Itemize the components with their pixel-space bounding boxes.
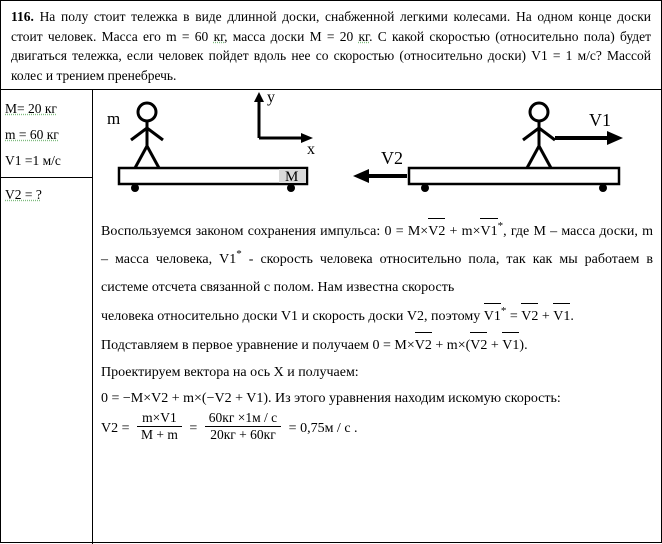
- solution-line-2: человека относительно доски V1 и скорост…: [101, 302, 653, 331]
- star: *: [236, 248, 242, 260]
- text: +: [487, 338, 502, 353]
- solution-line-1: Воспользуемся законом сохранения импульс…: [101, 217, 653, 302]
- person-head-icon: [138, 103, 156, 121]
- wheel-icon: [287, 184, 295, 192]
- solution-final: V2 = m×V1M + m = 60кг ×1м / с20кг + 60кг…: [101, 412, 653, 445]
- person-leg-icon: [147, 146, 159, 168]
- given-column: M= 20 кг m = 60 кг V1 =1 м/с V2 = ?: [1, 90, 93, 544]
- text: Подставляем в первое уравнение и получае…: [101, 338, 415, 353]
- vector-V1star-sym: V1: [484, 302, 501, 331]
- vector-V1-sym: V1: [502, 331, 519, 360]
- person-leg-icon: [135, 146, 147, 168]
- problem-number: 116.: [11, 9, 34, 24]
- given-m: m = 60 кг: [5, 122, 88, 148]
- arrowhead-icon: [353, 169, 369, 183]
- fraction-1: m×V1M + m: [137, 410, 182, 443]
- problem-unit-2: кг: [358, 29, 369, 44]
- label-V2: V2: [381, 148, 403, 168]
- text: человека относительно доски V1 и скорост…: [101, 309, 484, 324]
- problem-text-2: , масса доски M = 20: [224, 29, 353, 44]
- text: V2 =: [101, 421, 133, 436]
- vector-V1-sym: V1: [553, 302, 570, 331]
- board-right: [409, 168, 619, 184]
- solution-line-4: Проектируем вектора на ось X и получаем:: [101, 360, 653, 386]
- vector-V1star-sym: V1: [480, 217, 497, 246]
- problem-unit-1: кг: [214, 29, 225, 44]
- solution-text: Воспользуемся законом сохранения импульс…: [101, 217, 653, 445]
- vector-V2-sym: V2: [415, 331, 432, 360]
- text: +: [538, 309, 553, 324]
- star: *: [501, 305, 507, 317]
- given-V1: V1 =1 м/с: [5, 148, 88, 174]
- label-V1: V1: [589, 110, 611, 130]
- vector-V2-sym: V2: [521, 302, 538, 331]
- person-arm-icon: [539, 128, 555, 140]
- text: .: [570, 309, 574, 324]
- vector-V2-sym: V2: [470, 331, 487, 360]
- label-M: M: [285, 169, 298, 185]
- person-arm-icon: [523, 128, 539, 140]
- text: Воспользуемся законом сохранения импульс…: [101, 224, 428, 239]
- wheel-icon: [599, 184, 607, 192]
- numerator: m×V1: [137, 410, 182, 427]
- text: =: [186, 421, 201, 436]
- label-m: m: [107, 109, 120, 128]
- star: *: [498, 220, 504, 232]
- problem-statement: 116. На полу стоит тележка в виде длинно…: [1, 1, 661, 89]
- arrowhead-icon: [607, 131, 623, 145]
- diagram: M m y x: [101, 90, 641, 210]
- label-x: x: [307, 141, 315, 158]
- solution-column: M m y x: [93, 90, 661, 544]
- wheel-icon: [421, 184, 429, 192]
- wheel-icon: [131, 184, 139, 192]
- label-y: y: [267, 90, 275, 106]
- denominator: 20кг + 60кг: [205, 427, 281, 443]
- text: ).: [519, 338, 527, 353]
- arrowhead-icon: [254, 92, 264, 102]
- main-area: M= 20 кг m = 60 кг V1 =1 м/с V2 = ? M m: [1, 89, 661, 544]
- given-M: M= 20 кг: [5, 96, 88, 122]
- person-leg-icon: [539, 146, 551, 168]
- given-divider: [1, 177, 92, 178]
- solution-line-5: 0 = −M×V2 + m×(−V2 + V1). Из этого уравн…: [101, 386, 653, 412]
- person-leg-icon: [527, 146, 539, 168]
- text: + m×: [445, 224, 480, 239]
- board-left: [119, 168, 307, 184]
- given-unknown: V2 = ?: [5, 182, 88, 208]
- person-arm-icon: [131, 128, 147, 140]
- vector-V2-sym: V2: [428, 217, 445, 246]
- fraction-2: 60кг ×1м / с20кг + 60кг: [205, 410, 281, 443]
- person-head-icon: [530, 103, 548, 121]
- numerator: 60кг ×1м / с: [205, 410, 281, 427]
- person-arm-icon: [147, 128, 163, 140]
- text: = 0,75м / с .: [285, 421, 357, 436]
- solution-line-3: Подставляем в первое уравнение и получае…: [101, 331, 653, 360]
- text: + m×(: [432, 338, 470, 353]
- denominator: M + m: [137, 427, 182, 443]
- text: =: [506, 309, 521, 324]
